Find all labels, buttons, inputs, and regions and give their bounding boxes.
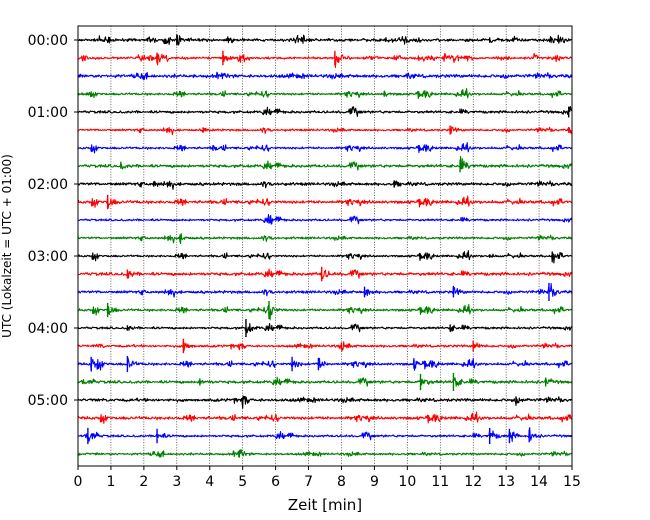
trace-03:30 bbox=[77, 282, 573, 298]
trace-02:45 bbox=[77, 233, 573, 244]
trace-02:30 bbox=[77, 213, 573, 225]
trace-03:15 bbox=[77, 268, 573, 279]
y-tick-label: 05:00 bbox=[28, 393, 68, 409]
x-tick-label: 6 bbox=[271, 474, 280, 490]
x-tick-label: 7 bbox=[304, 474, 313, 490]
y-tick-label: 00:00 bbox=[28, 33, 68, 49]
y-tick-label: 03:00 bbox=[28, 249, 68, 265]
x-tick-label: 1 bbox=[106, 474, 115, 490]
trace-05:30 bbox=[77, 427, 573, 442]
x-tick-label: 14 bbox=[530, 474, 548, 490]
x-tick-label: 11 bbox=[431, 474, 449, 490]
trace-04:15 bbox=[77, 340, 573, 352]
trace-05:45 bbox=[77, 449, 573, 458]
x-tick-label: 13 bbox=[497, 474, 515, 490]
y-axis-ticks: 00:00 01:00 02:00 03:00 04:00 05:00 bbox=[28, 33, 78, 409]
x-tick-label: 5 bbox=[238, 474, 247, 490]
trace-00:00 bbox=[77, 34, 573, 46]
trace-05:00 bbox=[77, 395, 573, 409]
trace-04:45 bbox=[77, 376, 573, 387]
trace-02:00 bbox=[77, 180, 573, 190]
y-tick-label: 02:00 bbox=[28, 177, 68, 193]
x-axis-label: Zeit [min] bbox=[288, 496, 362, 514]
x-tick-label: 9 bbox=[370, 474, 379, 490]
plot-frame bbox=[77, 25, 573, 467]
trace-00:15 bbox=[77, 52, 573, 69]
trace-01:00 bbox=[77, 105, 573, 117]
trace-01:15 bbox=[77, 126, 573, 136]
trace-02:15 bbox=[77, 195, 573, 209]
y-axis-label: UTC (Lokalzeit = UTC + 01:00) bbox=[0, 154, 14, 338]
trace-01:45 bbox=[77, 155, 573, 171]
trace-04:00 bbox=[77, 322, 573, 334]
x-grid bbox=[110, 26, 540, 466]
x-tick-label: 3 bbox=[172, 474, 181, 490]
trace-00:45 bbox=[77, 88, 573, 100]
x-tick-label: 4 bbox=[205, 474, 214, 490]
y-tick-label: 04:00 bbox=[28, 321, 68, 337]
x-tick-label: 10 bbox=[398, 474, 416, 490]
seismic-traces bbox=[77, 34, 573, 458]
trace-01:30 bbox=[77, 142, 573, 154]
x-tick-label: 12 bbox=[464, 474, 482, 490]
trace-00:30 bbox=[77, 71, 573, 81]
trace-03:00 bbox=[77, 250, 573, 264]
x-tick-label: 0 bbox=[74, 474, 83, 490]
x-tick-label: 8 bbox=[337, 474, 346, 490]
x-tick-label: 15 bbox=[563, 474, 581, 490]
trace-05:15 bbox=[77, 411, 573, 424]
trace-03:45 bbox=[77, 303, 573, 321]
y-tick-label: 01:00 bbox=[28, 105, 68, 121]
x-axis-ticks: 0 1 2 3 4 5 6 7 8 9 10 11 12 13 14 15 bbox=[74, 466, 581, 490]
trace-04:30 bbox=[77, 357, 573, 372]
x-tick-label: 2 bbox=[139, 474, 148, 490]
